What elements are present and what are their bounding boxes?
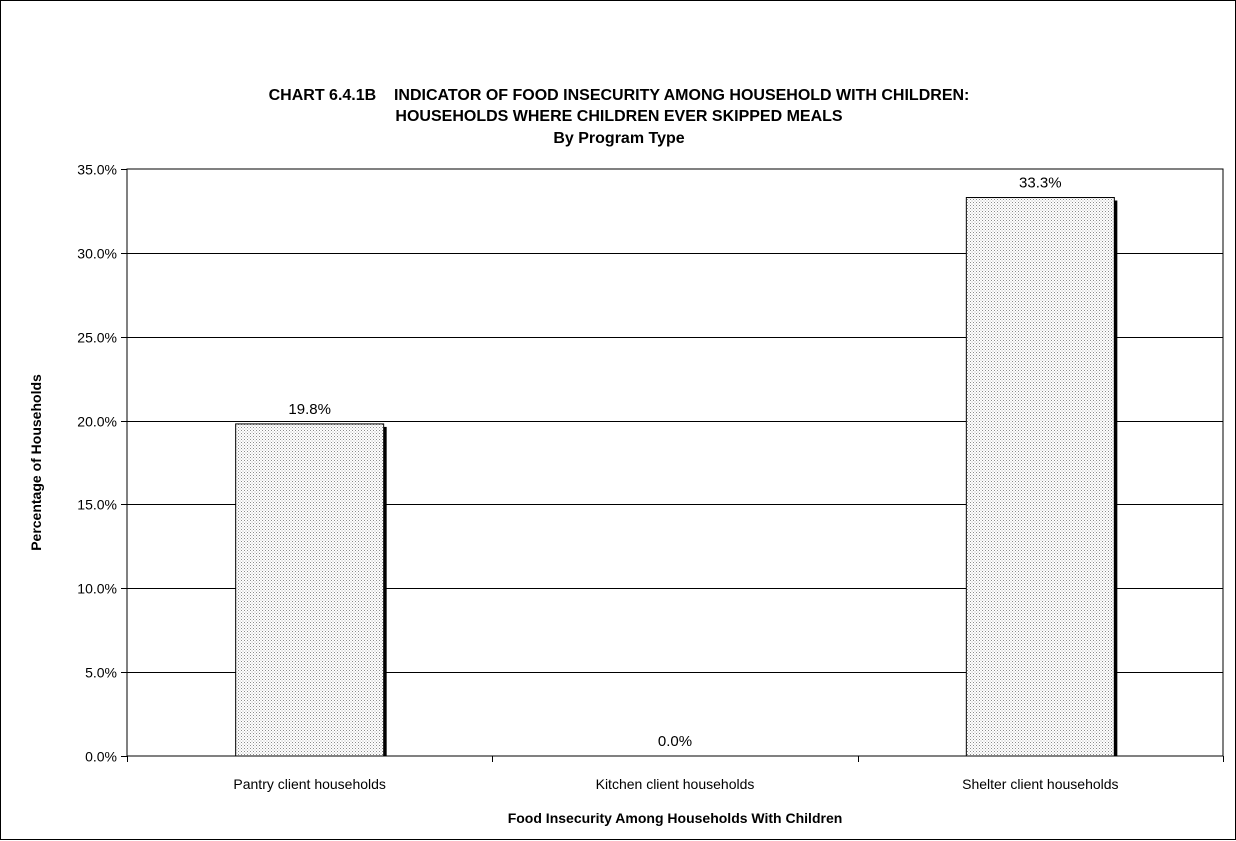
bar-2 [965, 197, 1115, 757]
y-tick-label-2: 10.0% [77, 581, 117, 597]
y-axis-title: Percentage of Households [28, 374, 44, 551]
y-tick-label-1: 5.0% [85, 665, 117, 681]
y-tick-label-7: 35.0% [77, 162, 117, 178]
data-label-1: 0.0% [658, 733, 692, 750]
chart-subtitle: By Program Type [553, 130, 685, 147]
y-tick-label-5: 25.0% [77, 330, 117, 346]
plot-area-border [126, 168, 1224, 757]
y-tick-label-0: 0.0% [85, 749, 117, 765]
y-tick-label-3: 15.0% [77, 497, 117, 513]
data-label-0: 19.8% [288, 401, 331, 418]
chart-title-line-1: CHART 6.4.1B INDICATOR OF FOOD INSECURIT… [268, 87, 970, 104]
chart-title-line-2: HOUSEHOLDS WHERE CHILDREN EVER SKIPPED M… [395, 108, 843, 125]
x-axis-title: Food Insecurity Among Households With Ch… [508, 810, 843, 826]
x-category-label-0: Pantry client households [233, 776, 386, 792]
y-tick-label-6: 30.0% [77, 246, 117, 262]
x-category-label-1: Kitchen client households [596, 776, 755, 792]
data-label-2: 33.3% [1019, 175, 1062, 192]
x-category-label-2: Shelter client households [962, 776, 1118, 792]
bar-0 [235, 423, 385, 757]
y-tick-label-4: 20.0% [77, 414, 117, 430]
